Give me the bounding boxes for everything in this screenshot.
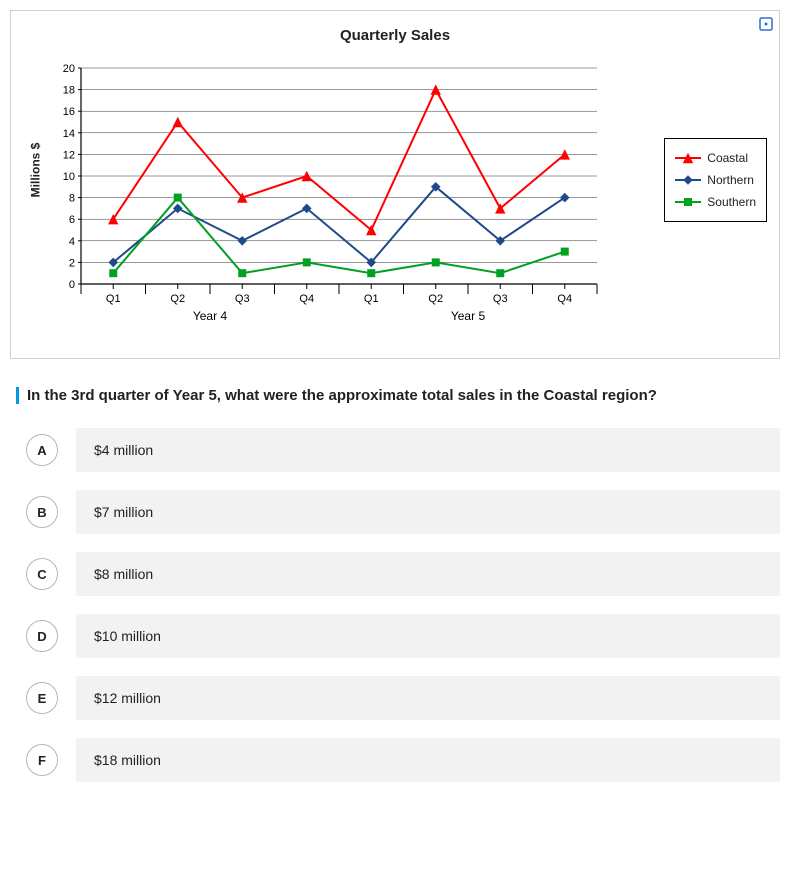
chart-legend: CoastalNorthernSouthern [664,138,767,222]
answer-option-a[interactable]: A $4 million [26,428,780,472]
legend-label: Northern [707,169,754,191]
chart-plot-area: 0 2 4 6 8 10 12 14 16 18 20 Q1 Q2 Q3 Q4 Q1 Q2 Q3 Q4 Year 4 Y… [47,60,650,340]
answer-letter: B [26,496,58,528]
answer-letter: D [26,620,58,652]
svg-text:Year 5: Year 5 [451,309,486,323]
chart-title: Quarterly Sales [23,27,767,44]
legend-item-southern: Southern [675,191,756,213]
svg-text:12: 12 [63,149,75,161]
chart-panel: Quarterly Sales Millions $ 0 2 4 6 8 10 12 14 16… [10,10,780,359]
svg-text:4: 4 [69,236,75,248]
answer-text: $10 million [76,614,780,658]
answer-option-c[interactable]: C $8 million [26,552,780,596]
answer-option-f[interactable]: F $18 million [26,738,780,782]
answer-option-b[interactable]: B $7 million [26,490,780,534]
legend-swatch [675,151,701,165]
svg-text:Year 4: Year 4 [193,309,228,323]
svg-text:2: 2 [69,257,75,269]
legend-item-northern: Northern [675,169,756,191]
legend-swatch [675,195,701,209]
svg-text:Q2: Q2 [428,293,443,305]
expand-icon[interactable] [757,15,775,33]
svg-text:Q3: Q3 [235,293,250,305]
question-text: In the 3rd quarter of Year 5, what were … [16,387,780,404]
svg-text:Q3: Q3 [493,293,508,305]
svg-text:14: 14 [63,128,75,140]
answer-letter: F [26,744,58,776]
legend-swatch [675,173,701,187]
svg-text:10: 10 [63,171,75,183]
answer-text: $7 million [76,490,780,534]
answer-option-d[interactable]: D $10 million [26,614,780,658]
svg-text:Q1: Q1 [364,293,379,305]
legend-label: Southern [707,191,756,213]
answer-option-e[interactable]: E $12 million [26,676,780,720]
line-chart-svg: 0 2 4 6 8 10 12 14 16 18 20 Q1 Q2 Q3 Q4 Q1 Q2 Q3 Q4 Year 4 Y… [47,60,607,340]
svg-text:8: 8 [69,193,75,205]
svg-text:0: 0 [69,279,75,291]
svg-text:6: 6 [69,214,75,226]
y-axis-label: Millions $ [28,143,42,198]
svg-text:16: 16 [63,106,75,118]
answer-text: $4 million [76,428,780,472]
legend-item-coastal: Coastal [675,147,756,169]
svg-text:Q1: Q1 [106,293,121,305]
answer-letter: E [26,682,58,714]
svg-text:20: 20 [63,63,75,75]
answer-text: $18 million [76,738,780,782]
svg-text:Q2: Q2 [170,293,185,305]
answer-text: $12 million [76,676,780,720]
answer-letter: A [26,434,58,466]
svg-text:18: 18 [63,85,75,97]
legend-label: Coastal [707,147,748,169]
answer-text: $8 million [76,552,780,596]
answer-letter: C [26,558,58,590]
svg-text:Q4: Q4 [557,293,572,305]
svg-text:Q4: Q4 [299,293,314,305]
